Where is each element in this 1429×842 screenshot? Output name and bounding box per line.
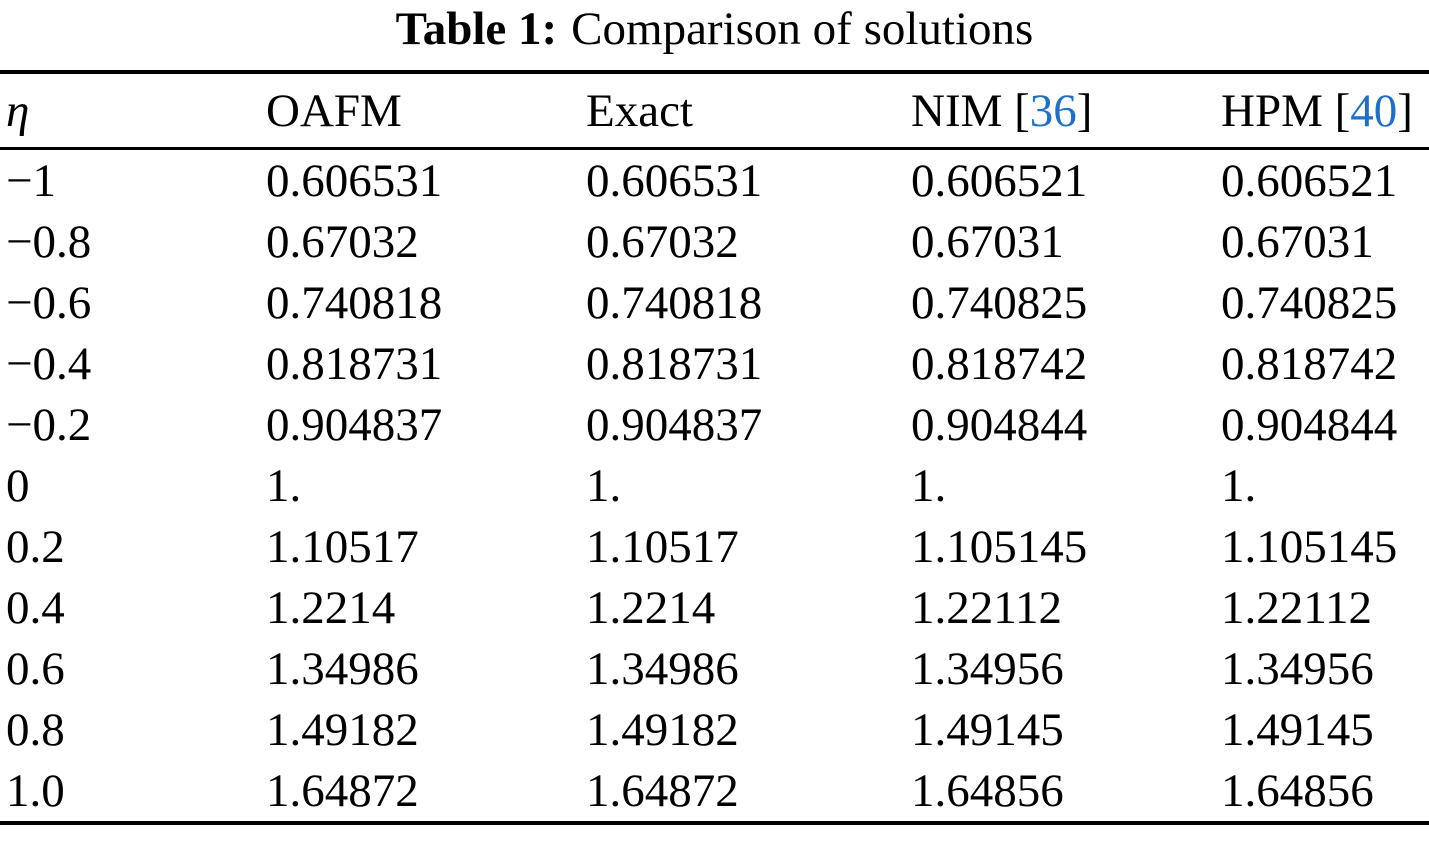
- table-cell: 1.49145: [911, 703, 1064, 756]
- table-cell: 0.904837: [586, 398, 763, 451]
- table-cell: 1.49182: [586, 703, 739, 756]
- table-cell: 0.67031: [911, 215, 1064, 268]
- table-cell: 0.740818: [586, 276, 763, 329]
- table-cell: 1.64856: [1221, 764, 1374, 817]
- table-row: 0 1. 1. 1. 1.: [0, 455, 1429, 516]
- table-row: 0.6 1.34986 1.34986 1.34956 1.34956: [0, 638, 1429, 699]
- table-cell: 1.2214: [266, 581, 396, 634]
- table-row: −1 0.606531 0.606531 0.606521 0.606521: [0, 149, 1429, 212]
- table-cell: 1.0: [6, 764, 65, 817]
- table-cell: 1.49145: [1221, 703, 1374, 756]
- table-cell: 1.: [911, 459, 947, 512]
- table-cell: 0.740825: [1221, 276, 1398, 329]
- column-header-eta: η: [0, 72, 260, 150]
- table-cell: 0.2: [6, 520, 65, 573]
- table-cell: 1.49182: [266, 703, 419, 756]
- table-cell: 1.64872: [266, 764, 419, 817]
- table-cell: 1.10517: [266, 520, 419, 573]
- column-header-oafm: OAFM: [260, 72, 580, 150]
- bracket-close: ]: [1397, 84, 1413, 137]
- table-caption: Table 1: Comparison of solutions: [0, 0, 1429, 58]
- table-cell: 1.64872: [586, 764, 739, 817]
- table-row: −0.4 0.818731 0.818731 0.818742 0.818742: [0, 333, 1429, 394]
- table-cell: 1.2214: [586, 581, 716, 634]
- table-cell: −0.4: [6, 337, 92, 390]
- table-cell: 1.105145: [911, 520, 1088, 573]
- column-header-exact: Exact: [580, 72, 905, 150]
- column-header-hpm: HPM [40]: [1215, 72, 1429, 150]
- table-row: 1.0 1.64872 1.64872 1.64856 1.64856: [0, 760, 1429, 823]
- comparison-table: η OAFM Exact NIM [36] HPM [40] −1 0.60653…: [0, 70, 1429, 825]
- table-cell: 1.: [586, 459, 622, 512]
- table-cell: 1.105145: [1221, 520, 1398, 573]
- table-cell: 0.818742: [1221, 337, 1398, 390]
- table-cell: 1.34956: [1221, 642, 1374, 695]
- table-cell: −0.6: [6, 276, 92, 329]
- table-row: 0.8 1.49182 1.49182 1.49145 1.49145: [0, 699, 1429, 760]
- table-header-row: η OAFM Exact NIM [36] HPM [40]: [0, 72, 1429, 150]
- table-row: −0.2 0.904837 0.904837 0.904844 0.904844: [0, 394, 1429, 455]
- table-cell: 1.34986: [266, 642, 419, 695]
- bracket-open: [: [1334, 84, 1351, 137]
- table-cell: 1.34986: [586, 642, 739, 695]
- table-cell: −0.2: [6, 398, 92, 451]
- citation-link-hpm[interactable]: 40: [1350, 84, 1398, 137]
- table-cell: 1.: [1221, 459, 1257, 512]
- bracket-close: ]: [1076, 84, 1093, 137]
- citation-link-nim[interactable]: 36: [1029, 84, 1077, 137]
- table-cell: 0.904837: [266, 398, 443, 451]
- table-caption-label: Table 1:: [395, 3, 558, 55]
- table-row: −0.8 0.67032 0.67032 0.67031 0.67031: [0, 211, 1429, 272]
- table-cell: 0.6: [6, 642, 65, 695]
- table-cell: 0.606531: [266, 154, 443, 207]
- table-row: −0.6 0.740818 0.740818 0.740825 0.740825: [0, 272, 1429, 333]
- table-header: η OAFM Exact NIM [36] HPM [40]: [0, 72, 1429, 150]
- table-cell: 0.740825: [911, 276, 1088, 329]
- table-cell: 1.22112: [911, 581, 1063, 634]
- table-row: 0.2 1.10517 1.10517 1.105145 1.105145: [0, 516, 1429, 577]
- bracket-open: [: [1014, 84, 1030, 137]
- table-cell: 0.904844: [911, 398, 1088, 451]
- column-header-nim: NIM [36]: [905, 72, 1215, 150]
- table-cell: 0.606521: [911, 154, 1088, 207]
- table-cell: 0.740818: [266, 276, 443, 329]
- table-row: 0.4 1.2214 1.2214 1.22112 1.22112: [0, 577, 1429, 638]
- table-cell: 1.22112: [1221, 581, 1373, 634]
- table-cell: 1.10517: [586, 520, 739, 573]
- eta-symbol: η: [6, 84, 30, 137]
- table-cell: 0.818731: [586, 337, 763, 390]
- table-cell: 0: [6, 459, 30, 512]
- table-cell: 0.904844: [1221, 398, 1398, 451]
- table-cell: 0.818742: [911, 337, 1088, 390]
- table-cell: −0.8: [6, 215, 92, 268]
- table-cell: 0.606531: [586, 154, 763, 207]
- table-cell: 0.67032: [586, 215, 739, 268]
- table-body: −1 0.606531 0.606531 0.606521 0.606521 −0.8 0.…: [0, 149, 1429, 824]
- table-cell: 1.64856: [911, 764, 1064, 817]
- table-cell: 0.818731: [266, 337, 443, 390]
- table-cell: 0.8: [6, 703, 65, 756]
- table-cell: 1.34956: [911, 642, 1064, 695]
- table-cell: 1.: [266, 459, 302, 512]
- table-caption-text: Comparison of solutions: [571, 3, 1034, 55]
- table-cell: 0.67031: [1221, 215, 1374, 268]
- table-cell: 0.67032: [266, 215, 419, 268]
- table-cell: −1: [6, 154, 57, 207]
- table-cell: 0.4: [6, 581, 65, 634]
- table-cell: 0.606521: [1221, 154, 1398, 207]
